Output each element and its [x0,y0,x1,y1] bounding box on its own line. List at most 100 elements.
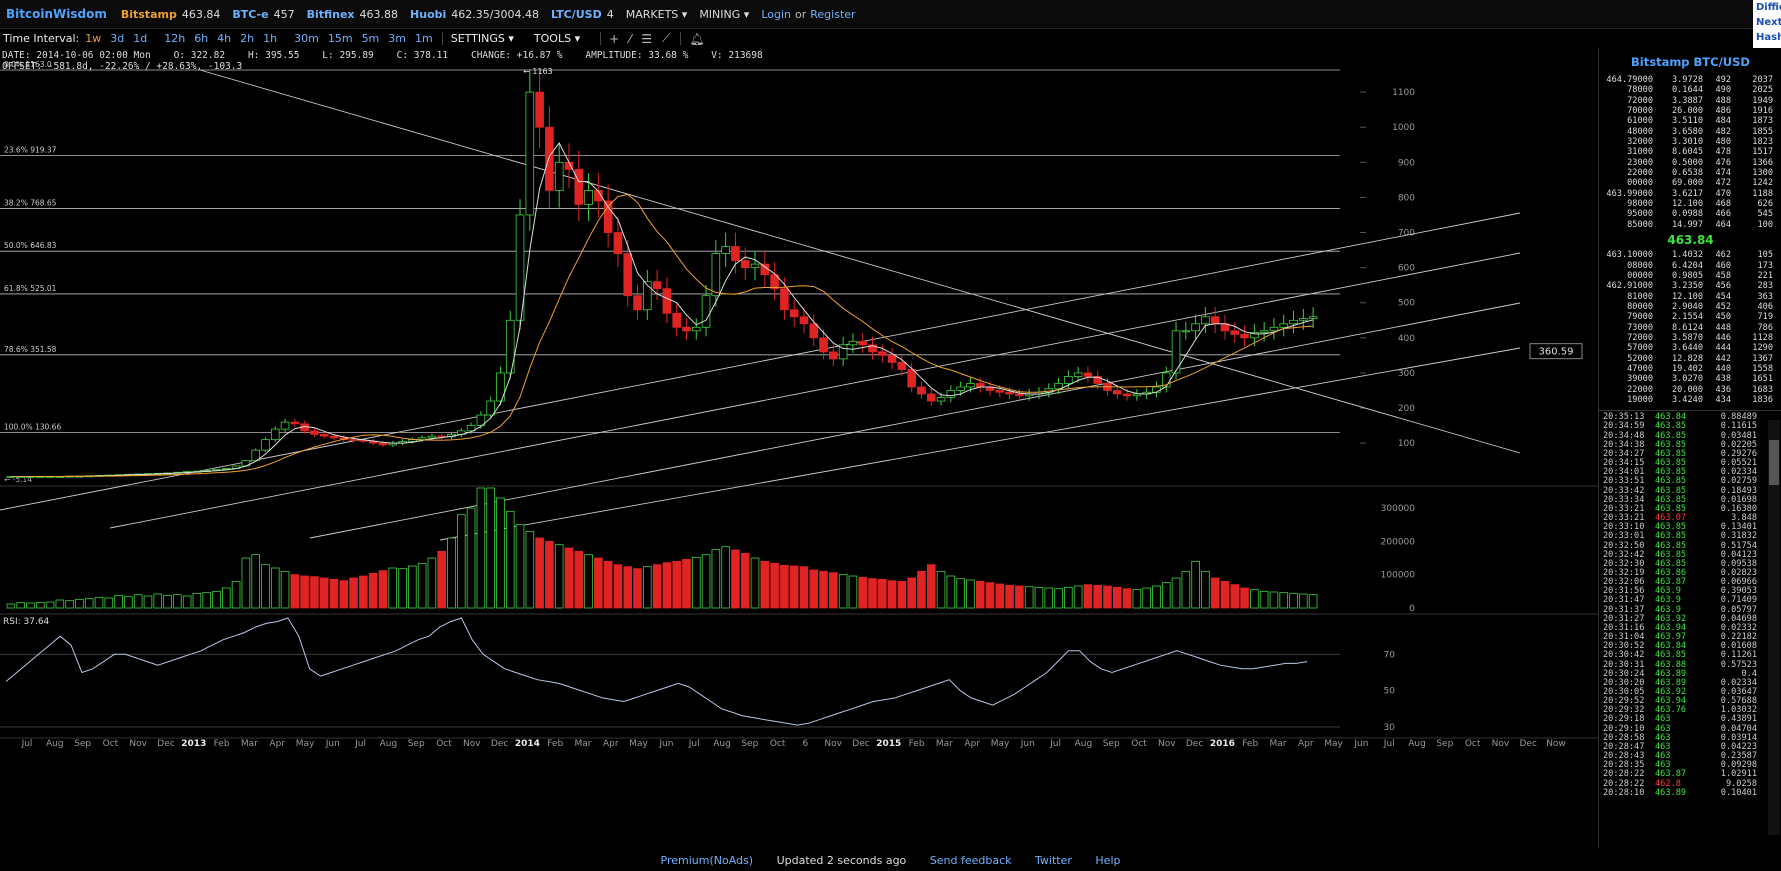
price-chart[interactable]: 100200300400500600700800900100011000.0% … [0,48,1598,848]
drawn-trendline[interactable] [0,212,1521,511]
interval-4h[interactable]: 4h [217,32,232,45]
exchange-ticker[interactable]: Bitfinex 463.88 [307,8,398,21]
trade-row: 20:28:22 462.8 9.0258 [1599,779,1781,789]
interval-30m[interactable]: 30m [294,32,319,45]
twitter-link[interactable]: Twitter [1035,854,1072,867]
volume-bar [456,514,466,609]
exchange-ticker[interactable]: LTC/USD 4 [551,8,614,21]
premium-link[interactable]: Premium(NoAds) [660,854,754,867]
trade-row: 20:29:32 463.76 1.03032 [1599,706,1781,715]
markets-menu[interactable]: MARKETS ▾ [625,7,688,21]
orderbook-row: 48000 3.6580 482 1855 [1599,127,1781,137]
orderbook-row: 80000 2.9040 452 406 [1599,302,1781,312]
difficulty-widget[interactable]: Diffic Next Hash [1753,0,1781,48]
volume-bar [1132,588,1142,609]
orderbook-row: 73000 8.6124 448 786 [1599,323,1781,333]
candle-body [1250,332,1259,339]
trade-time: 20:33:42 [1603,485,1645,496]
fib-level-label: 0.0% 1163.0 [4,60,52,69]
trades-scrollbar[interactable] [1768,420,1780,835]
trade-time: 20:29:32 [1603,705,1645,716]
alert-bell-icon[interactable]: 🔔︎ [689,31,705,46]
orderbook-cell: 3.5110 [1671,116,1703,127]
trade-price: 463 [1655,741,1671,752]
interval-2h[interactable]: 2h [240,32,255,45]
interval-1h[interactable]: 1h [263,32,278,45]
cursor-price-label: 360.59 [1539,347,1574,358]
mining-menu[interactable]: MINING ▾ [699,7,750,21]
interval-5m[interactable]: 5m [361,32,380,45]
volume-bar [1279,592,1289,609]
volume-bar [427,557,437,609]
orderbook-cell: 19.402 [1671,363,1703,374]
candle-body [691,326,701,332]
orderbook-cell: 1242 [1752,178,1773,189]
help-link[interactable]: Help [1095,854,1121,867]
drawn-trendline[interactable] [439,347,1521,541]
interval-15m[interactable]: 15m [327,32,353,45]
trade-volume: 0.10401 [1720,787,1757,798]
settings-menu[interactable]: SETTINGS ▾ [450,32,514,45]
volume-bar [1093,584,1102,609]
orderbook-cell: 1517 [1752,147,1773,158]
trade-row: 20:32:06 463.87 0.06966 [1599,577,1781,588]
orderbook-cell: 8.6124 [1671,322,1703,333]
tools-menu[interactable]: TOOLS ▾ [533,32,581,45]
interval-12h[interactable]: 12h [164,32,186,45]
orderbook-cell: 20.000 [1671,384,1703,395]
scrollbar-thumb[interactable] [1769,440,1779,485]
candle-body [652,281,662,290]
volume-bar [45,601,55,609]
interval-3d[interactable]: 3d [110,32,125,45]
trade-volume: 0.02759 [1720,476,1757,487]
interval-1w[interactable]: 1w [85,32,102,45]
site-logo[interactable]: BitcoinWisdom [6,7,107,21]
interval-6h[interactable]: 6h [194,32,209,45]
x-axis-label: Dec [157,739,174,749]
volume-bar [956,578,965,609]
candle-body [750,263,760,269]
trade-price: 463.85 [1655,549,1687,560]
exchange-price: 463.84 [181,7,221,21]
interval-1m[interactable]: 1m [415,32,433,45]
drawn-trendline[interactable] [109,252,1521,529]
candle-body [887,354,897,363]
orderbook-cell: 438 [1715,374,1731,385]
hlines-icon[interactable]: ☰ [641,31,652,46]
top-navbar: BitcoinWisdom Bitstamp 463.84 BTC-e 457 Bitf… [0,0,1781,29]
exchange-ticker[interactable]: Huobi 462.35/3004.48 [410,8,539,21]
orderbook-cell: 98000 [1627,199,1653,210]
trade-volume: 0.11261 [1720,650,1757,661]
orderbook-cell: 1651 [1752,374,1773,385]
volume-bar [799,566,809,609]
orderbook-cell: 2.1554 [1671,312,1703,323]
line-draw-icon[interactable]: ⁄ [629,31,632,46]
drawn-trendline[interactable] [309,302,1521,539]
login-link[interactable]: Login [761,7,791,21]
orderbook-row: 08000 6.4204 460 173 [1599,261,1781,271]
drawn-trendline[interactable] [199,69,1521,454]
trade-volume: 0.06966 [1720,577,1757,588]
exchange-ticker[interactable]: BTC-e 457 [232,8,294,21]
trade-volume: 0.71409 [1720,595,1757,606]
interval-1d[interactable]: 1d [133,32,148,45]
crosshair-icon[interactable]: + [609,31,620,46]
candle-body [956,386,965,391]
orderbook-cell: 478 [1715,147,1731,158]
trade-price: 463.9 [1655,595,1681,606]
register-link[interactable]: Register [810,7,856,21]
x-axis-label: Aug [1408,739,1426,749]
fib-icon[interactable]: ⟋ [661,31,671,45]
exchange-ticker[interactable]: Bitstamp 463.84 [121,8,220,21]
feedback-link[interactable]: Send feedback [929,854,1012,867]
volume-bar [212,590,221,609]
rsi-line [5,617,1308,726]
candle-body [1240,333,1249,339]
orderbook-title[interactable]: Bitstamp BTC/USD [1631,55,1750,69]
orderbook-cell: 468 [1715,199,1731,210]
orderbook-cell: 719 [1757,312,1773,323]
interval-3m[interactable]: 3m [388,32,406,45]
trades-list[interactable]: 20:35:13 463.84 0.88489 20:34:59 463.85 0.116… [1599,410,1781,798]
volume-bar [486,487,495,609]
volume-bar [339,580,349,609]
